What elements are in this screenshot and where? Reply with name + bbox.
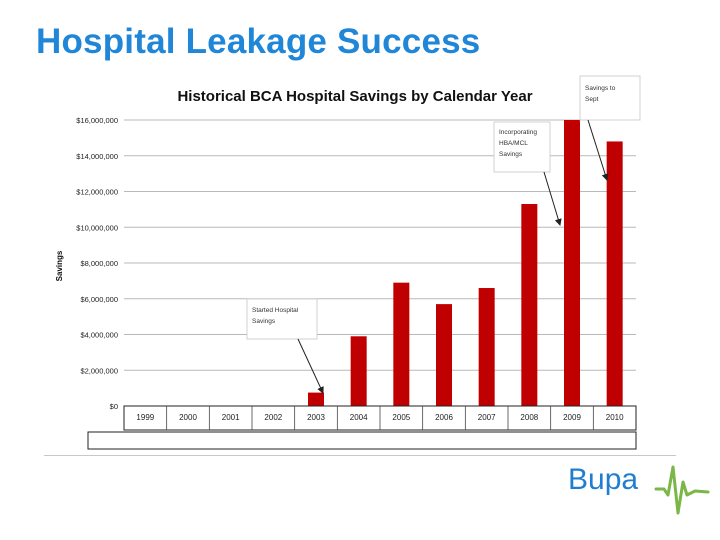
annotation-text: Started Hospital <box>252 307 299 314</box>
annotation-box <box>246 298 318 340</box>
x-tick-label: 2002 <box>264 413 282 422</box>
x-tick-label: 2001 <box>222 413 240 422</box>
annotation-text: Savings <box>499 151 523 158</box>
y-tick-label: $14,000,000 <box>76 152 118 161</box>
y-tick-label: $6,000,000 <box>80 295 118 304</box>
bar-2009 <box>564 120 580 406</box>
bar-2008 <box>521 204 538 406</box>
x-tick-label: 2006 <box>435 413 453 422</box>
bar-2006 <box>436 304 452 406</box>
y-tick-label: $0 <box>110 402 118 411</box>
bars <box>308 120 623 406</box>
annotation-text: Savings to <box>585 85 616 92</box>
x-tick-label: 2003 <box>307 413 325 422</box>
x-tick-label: 2010 <box>606 413 624 422</box>
bar-2003 <box>308 392 324 406</box>
annotation-text: Savings <box>252 318 276 325</box>
annotation-arrow <box>297 338 324 394</box>
annotations: Started Hospital Savings Incorporating HBA/… <box>246 75 641 394</box>
chart-title: Historical BCA Hospital Savings by Calen… <box>177 88 532 105</box>
logo-wordmark: Bupa <box>568 463 639 496</box>
bar-chart: Historical BCA Hospital Savings by Calen… <box>55 75 641 450</box>
x-tick-label: 2009 <box>563 413 581 422</box>
data-table-strip <box>87 431 637 450</box>
x-tick-label: 2007 <box>478 413 496 422</box>
bar-2005 <box>393 282 410 406</box>
x-tick-label: 2000 <box>179 413 197 422</box>
y-tick-label: $2,000,000 <box>80 366 118 375</box>
slide-title: Hospital Leakage Success <box>36 22 481 61</box>
x-tick-label: 2004 <box>350 413 368 422</box>
annotation-text: Incorporating <box>499 129 537 136</box>
y-tick-label: $10,000,000 <box>76 223 118 232</box>
annotation-text: HBA/MCL <box>499 140 528 147</box>
annotation-text: Sept <box>585 96 599 103</box>
x-tick-label: 2008 <box>520 413 538 422</box>
y-tick-label: $16,000,000 <box>76 116 118 125</box>
annotation-box <box>579 75 641 121</box>
bar-2004 <box>350 336 367 406</box>
bar-2010 <box>606 141 623 406</box>
y-tick-label: $8,000,000 <box>80 259 118 268</box>
bar-2007 <box>478 288 495 406</box>
footer-divider <box>44 455 676 456</box>
x-category-cells: 1999 2000 2001 2002 2003 2004 2005 2006 2007 2008… <box>123 405 637 431</box>
x-tick-label: 2005 <box>392 413 410 422</box>
y-tick-label: $12,000,000 <box>76 188 118 197</box>
y-axis-label: Savings <box>55 250 64 281</box>
x-tick-label: 1999 <box>136 413 154 422</box>
y-tick-label: $4,000,000 <box>80 331 118 340</box>
gridlines <box>124 119 636 407</box>
annotation-arrow <box>543 171 562 226</box>
annotation-arrow <box>587 119 609 181</box>
annotation-box <box>493 121 551 173</box>
y-tick-labels: $0 $2,000,000 $4,000,000 $6,000,000 $8,000,0… <box>76 116 118 411</box>
bupa-logo: Bupa <box>560 455 720 540</box>
heartbeat-wave-icon <box>654 465 710 515</box>
